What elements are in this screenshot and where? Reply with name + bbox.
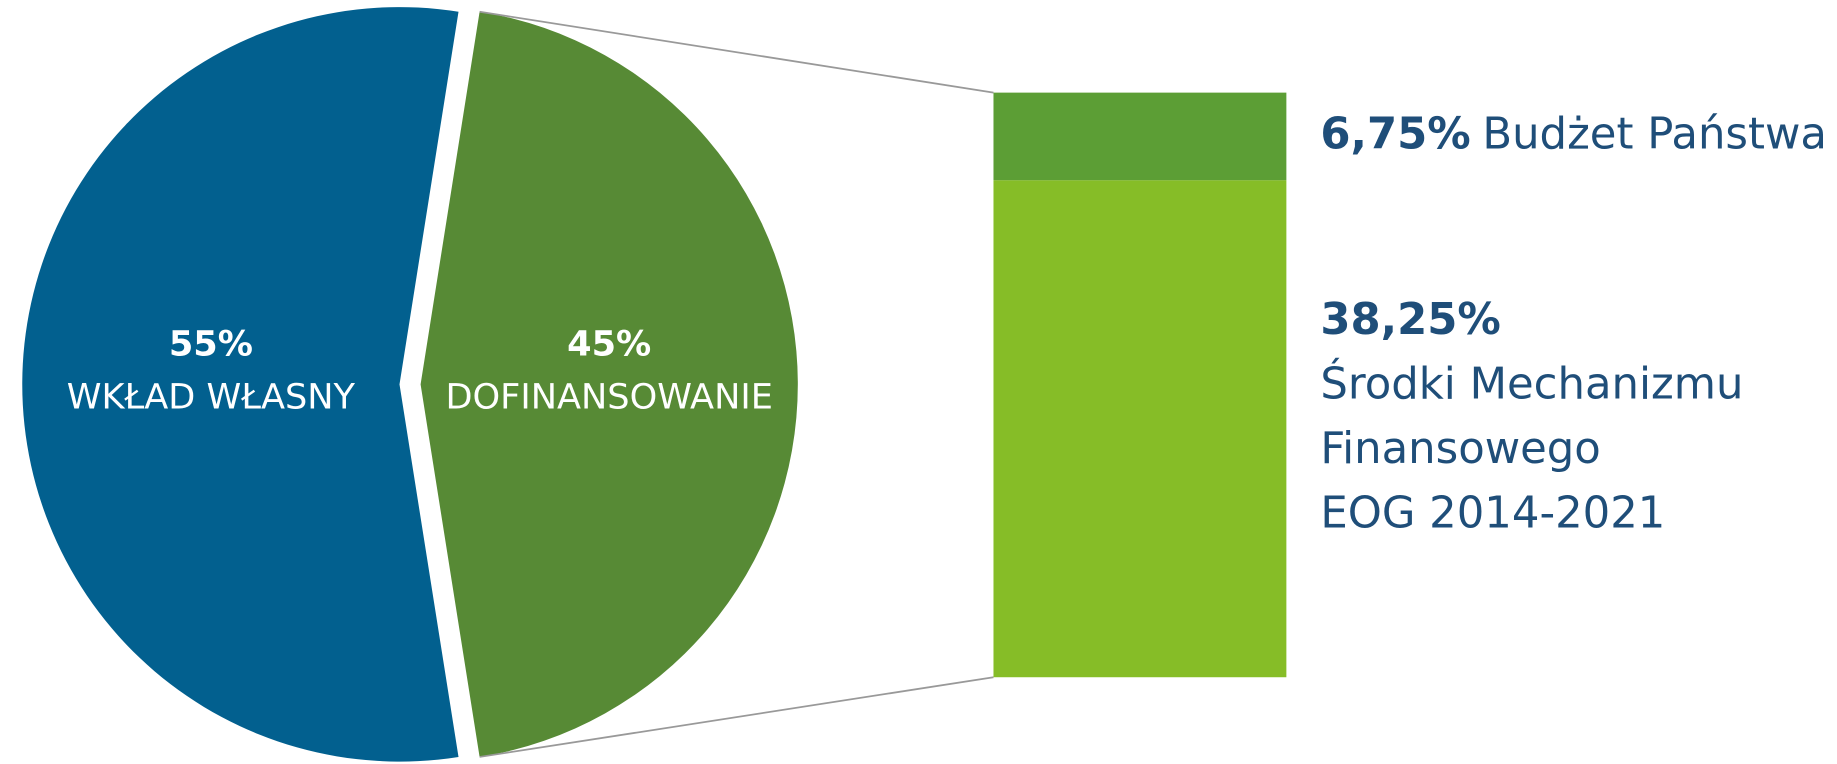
slice-label: DOFINANSOWANIE [445,376,772,417]
breakdown-value-label: 6,75% [1320,109,1470,159]
slice-value-label: 55% [169,324,253,365]
slice-value-label: 45% [567,324,651,365]
slice-label: WKŁAD WŁASNY [67,376,356,417]
pie-slice [420,11,798,757]
breakdown-name: Finansowego [1320,424,1600,474]
breakdown-name: Budżet Państwa [1482,109,1827,159]
connector [479,10,994,94]
pie-slice [22,7,459,762]
breakdown-name: EOG 2014-2021 [1320,489,1665,539]
breakdown-name: Środki Mechanizmu [1320,359,1743,410]
bar-segment [993,92,1287,181]
breakdown-label: 6,75% Budżet Państwa [1320,109,1827,159]
breakdown-value-label: 38,25% [1320,295,1500,345]
connector [479,676,994,758]
bar-segment [993,180,1287,678]
